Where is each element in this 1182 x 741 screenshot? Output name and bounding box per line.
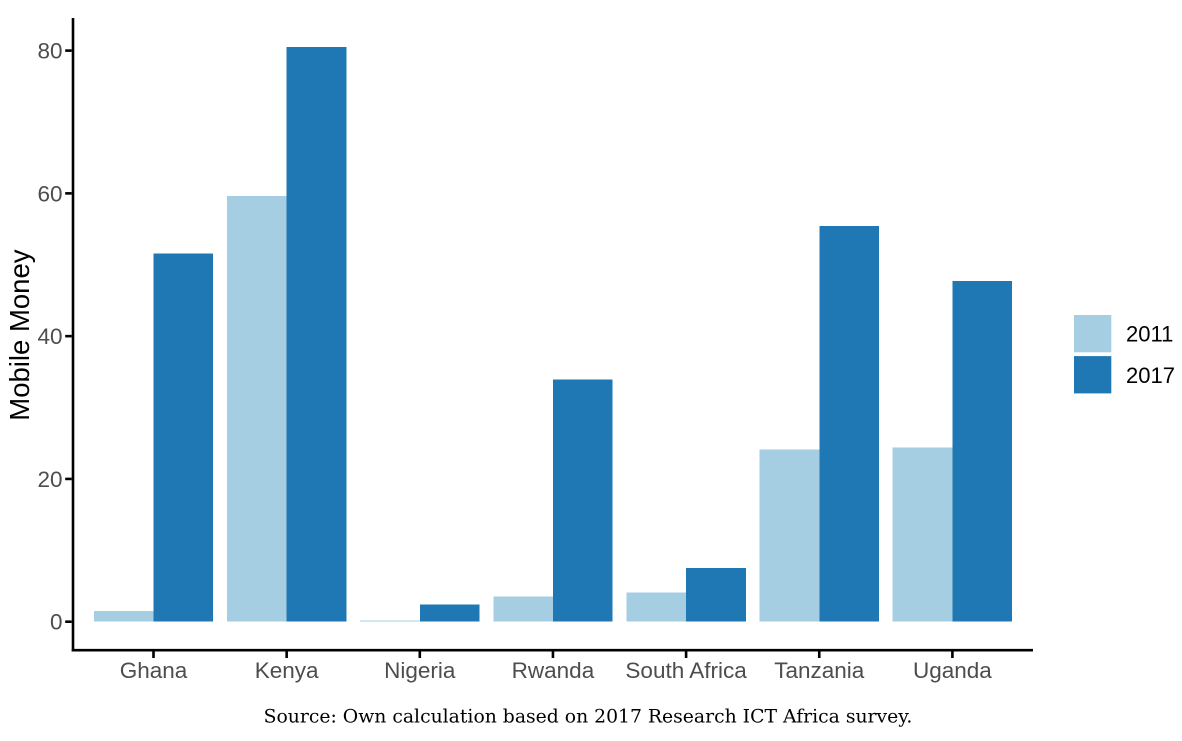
legend-label-2011: 2011 — [1126, 322, 1173, 347]
bar-tanzania-2017 — [819, 226, 879, 622]
bar-ghana-2017 — [153, 253, 214, 622]
bar-south-africa-2011 — [626, 592, 687, 622]
bar-kenya-2017 — [286, 47, 347, 622]
x-tick-label-kenya: Kenya — [255, 658, 319, 683]
x-tick-label-nigeria: Nigeria — [384, 658, 456, 683]
x-tick-label-tanzania: Tanzania — [774, 658, 865, 683]
x-tick-label-rwanda: Rwanda — [512, 658, 595, 683]
bar-nigeria-2017 — [419, 604, 480, 622]
x-axis: Ghana Kenya Nigeria Rwanda South Africa Tanza… — [71, 648, 1033, 683]
bar-tanzania-2011 — [759, 449, 820, 622]
x-tick-label-south-africa: South Africa — [625, 658, 747, 683]
y-axis-title: Mobile Money — [4, 249, 35, 420]
source-caption: Source: Own calculation based on 2017 Re… — [264, 707, 913, 728]
y-tick-label-80: 80 — [37, 39, 62, 64]
legend-swatch-2011 — [1074, 315, 1112, 353]
bar-kenya-2011 — [226, 196, 287, 622]
bar-nigeria-2011 — [360, 620, 420, 622]
bar-rwanda-2017 — [552, 379, 613, 622]
y-tick-label-0: 0 — [50, 610, 63, 635]
y-tick-label-20: 20 — [37, 467, 62, 492]
y-tick-label-40: 40 — [37, 324, 62, 349]
bar-ghana-2011 — [93, 610, 154, 622]
legend: 2011 2017 — [1074, 315, 1175, 394]
x-tick-label-ghana: Ghana — [120, 658, 188, 683]
y-axis: 0 20 40 60 80 — [37, 18, 75, 652]
bars-group — [93, 47, 1013, 622]
legend-label-2017: 2017 — [1126, 363, 1175, 388]
bar-uganda-2011 — [892, 447, 953, 622]
bar-south-africa-2017 — [686, 568, 746, 622]
bar-rwanda-2011 — [493, 596, 553, 622]
bar-uganda-2017 — [952, 281, 1013, 622]
y-tick-label-60: 60 — [37, 181, 62, 206]
x-tick-label-uganda: Uganda — [913, 658, 992, 683]
legend-swatch-2017 — [1074, 356, 1112, 394]
